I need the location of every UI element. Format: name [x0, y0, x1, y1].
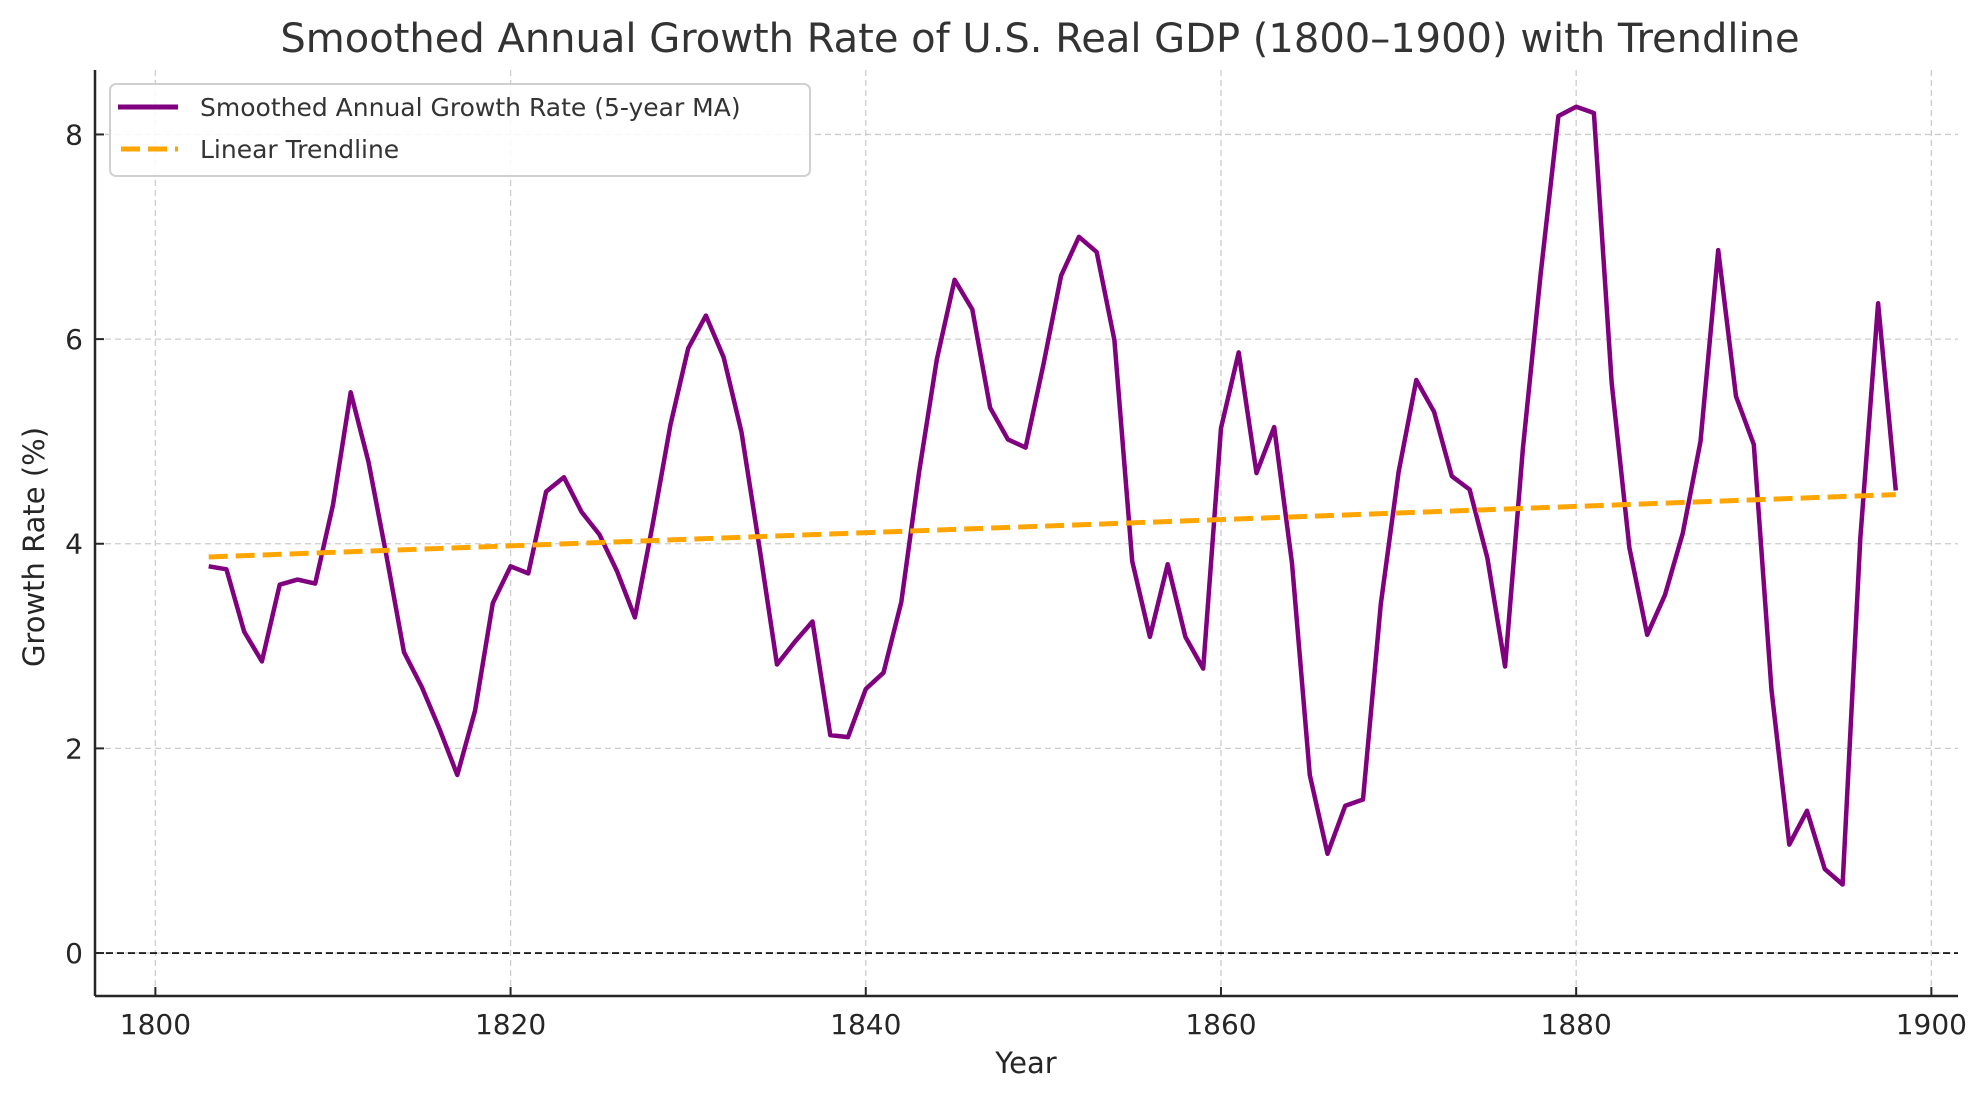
- y-tick-label: 0: [65, 937, 83, 970]
- legend: Smoothed Annual Growth Rate (5-year MA) …: [109, 83, 811, 177]
- grid-lines: [95, 70, 1958, 996]
- series-line-trendline: [208, 492, 1896, 560]
- x-tick-label: 1860: [1185, 1008, 1256, 1041]
- chart-title: Smoothed Annual Growth Rate of U.S. Real…: [280, 16, 1799, 62]
- tick-labels: 1800 1820 1840 1860 1880 1900 0 2 4 6 8: [65, 118, 1967, 1041]
- y-tick-label: 4: [65, 528, 83, 561]
- legend-label-smoothed-growth: Smoothed Annual Growth Rate (5-year MA): [200, 93, 741, 122]
- axes: [93, 70, 1958, 998]
- x-axis-label: Year: [994, 1046, 1056, 1080]
- y-tick-label: 6: [65, 323, 83, 356]
- y-axis-label: Growth Rate (%): [17, 427, 51, 667]
- legend-label-trendline: Linear Trendline: [200, 135, 399, 164]
- x-tick-label: 1900: [1896, 1008, 1967, 1041]
- legend-box: [109, 83, 811, 177]
- x-tick-label: 1800: [120, 1008, 191, 1041]
- series-layer: [208, 104, 1899, 887]
- y-tick-label: 8: [65, 118, 83, 151]
- x-tick-label: 1840: [830, 1008, 901, 1041]
- series-line-smoothed-growth: [208, 104, 1899, 887]
- x-tick-label: 1880: [1541, 1008, 1612, 1041]
- y-tick-label: 2: [65, 732, 83, 765]
- x-tick-label: 1820: [475, 1008, 546, 1041]
